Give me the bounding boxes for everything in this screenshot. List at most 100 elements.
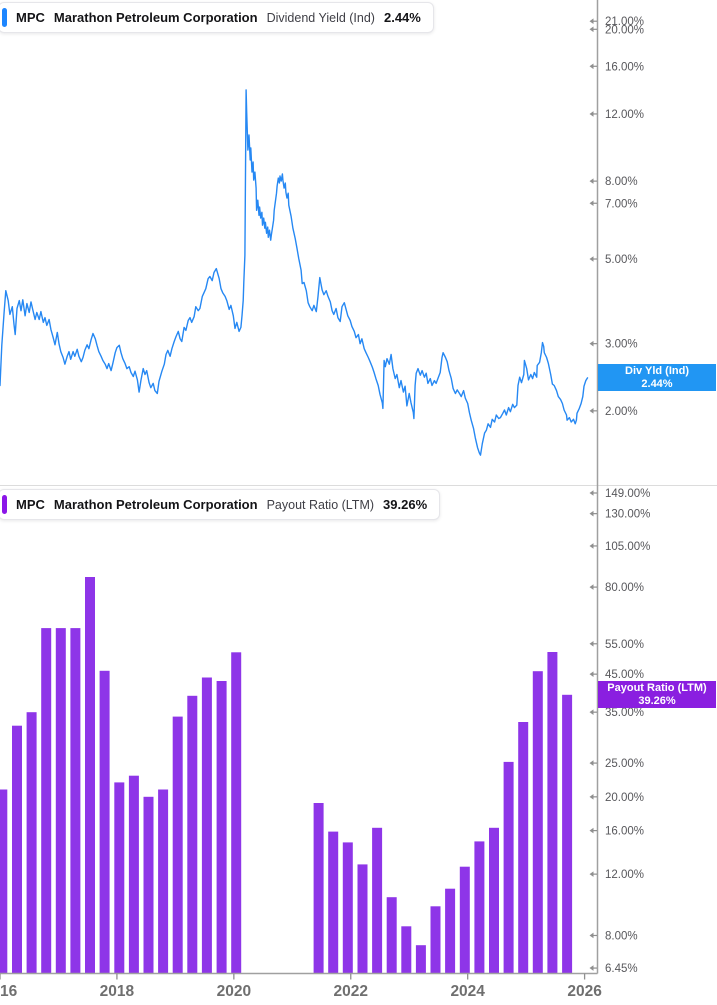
- payout-ratio-bar: [172, 716, 183, 974]
- payout-ratio-bar: [342, 842, 353, 974]
- y-axis-tick-arrow-icon: [589, 827, 594, 834]
- metric-name: Payout Ratio (LTM): [266, 497, 375, 512]
- payout-ratio-bar: [85, 577, 95, 974]
- y-axis-label: 21.00%: [605, 16, 644, 28]
- badge-label: Div Yld (Ind): [625, 365, 689, 378]
- y-axis-tick-arrow-icon: [589, 510, 594, 517]
- y-axis-tick-arrow-icon: [589, 200, 594, 207]
- y-axis-tick-arrow-icon: [589, 18, 594, 25]
- y-axis-label: 20.00%: [605, 24, 644, 36]
- payout-ratio-bar: [562, 694, 573, 974]
- y-axis-tick-arrow-icon: [589, 490, 594, 496]
- y-axis-tick-arrow-icon: [589, 584, 594, 590]
- payout-ratio-bar: [474, 841, 485, 974]
- series-color-bar-icon: [2, 8, 7, 27]
- series-color-bar-icon: [2, 495, 7, 514]
- bottom-chart-header[interactable]: MPC Marathon Petroleum Corporation Payou…: [0, 489, 441, 520]
- payout-ratio-bar: [201, 677, 212, 974]
- payout-ratio-bar: [187, 695, 198, 974]
- payout-ratio-bar: [518, 722, 529, 974]
- y-axis-label: 8.00%: [605, 930, 638, 942]
- y-axis-tick-arrow-icon: [589, 760, 594, 766]
- top-chart-header[interactable]: MPC Marathon Petroleum Corporation Divid…: [0, 2, 434, 33]
- y-axis-tick-arrow-icon: [589, 178, 594, 184]
- y-axis-tick-arrow-icon: [589, 671, 594, 677]
- y-axis-label: 2.00%: [605, 406, 638, 418]
- y-axis-label: 3.00%: [605, 339, 638, 351]
- y-axis-label: 8.00%: [605, 176, 638, 188]
- y-axis-label: 12.00%: [605, 869, 644, 881]
- y-axis-label: 16.00%: [605, 826, 644, 838]
- y-axis-label: 16.00%: [605, 61, 644, 73]
- payout-ratio-bar: [41, 628, 52, 974]
- y-axis-label: 25.00%: [605, 758, 644, 770]
- y-axis-tick-arrow-icon: [589, 794, 594, 800]
- y-axis-tick-arrow-icon: [589, 543, 594, 549]
- y-axis-tick-arrow-icon: [589, 111, 594, 117]
- x-axis-label: 2026: [567, 983, 602, 1000]
- y-axis-label: 105.00%: [605, 541, 650, 553]
- y-axis-tick-arrow-icon: [589, 63, 594, 70]
- payout-ratio-bar: [430, 906, 441, 974]
- div-yld-badge: Div Yld (Ind) 2.44%: [598, 364, 716, 392]
- payout-ratio-bar: [547, 652, 558, 974]
- metric-value: 39.26%: [383, 497, 428, 512]
- y-axis-tick-arrow-icon: [589, 408, 594, 414]
- y-axis-tick-arrow-icon: [589, 256, 594, 262]
- company-name: Marathon Petroleum Corporation: [53, 10, 258, 25]
- badge-label: Payout Ratio (LTM): [607, 682, 707, 695]
- y-axis-label: 12.00%: [605, 109, 644, 121]
- y-axis-tick-arrow-icon: [589, 965, 594, 971]
- x-axis-label: 2024: [450, 983, 485, 1000]
- payout-ratio-bar: [401, 926, 412, 974]
- payout-ratio-bar: [532, 671, 543, 974]
- y-axis-label: 7.00%: [605, 198, 638, 210]
- y-axis-tick-arrow-icon: [589, 340, 594, 347]
- payout-ratio-bar: [503, 761, 514, 974]
- company-name: Marathon Petroleum Corporation: [53, 497, 258, 512]
- y-axis-label: 6.45%: [605, 963, 638, 975]
- y-axis-label: 35.00%: [605, 707, 644, 719]
- payout-ratio-bar: [158, 789, 169, 974]
- payout-ratio-bar: [114, 782, 125, 974]
- y-axis-label: 130.00%: [605, 509, 650, 521]
- badge-value: 39.26%: [638, 695, 676, 708]
- x-axis-label: 2022: [334, 983, 368, 1000]
- payout-ratio-bar: [143, 796, 154, 974]
- y-axis-label: 45.00%: [605, 669, 644, 681]
- dividend-yield-line: [0, 89, 589, 456]
- payout-ratio-bar: [216, 681, 227, 974]
- ticker-symbol: MPC: [16, 10, 45, 25]
- y-axis-tick-arrow-icon: [589, 871, 594, 877]
- y-axis-tick-arrow-icon: [589, 709, 594, 715]
- payout-ratio-bar: [328, 831, 339, 974]
- payout-ratio-bar: [357, 864, 368, 974]
- payout-ratio-bar: [231, 652, 242, 974]
- payout-ratio-bar: [386, 897, 397, 974]
- x-axis-label: 2018: [100, 983, 135, 1000]
- payout-ratio-bar: [459, 866, 470, 974]
- metric-value: 2.44%: [383, 10, 421, 25]
- payout-ratio-badge: Payout Ratio (LTM) 39.26%: [598, 681, 716, 709]
- y-axis-tick-arrow-icon: [589, 26, 594, 33]
- y-axis-label: 149.00%: [605, 488, 650, 500]
- payout-ratio-bar: [99, 670, 110, 974]
- x-axis-label: 2020: [217, 983, 251, 1000]
- payout-ratio-bar: [445, 888, 456, 974]
- payout-ratio-bar: [415, 945, 426, 974]
- payout-ratio-bar: [372, 827, 383, 974]
- y-axis-tick-arrow-icon: [589, 640, 594, 647]
- payout-ratio-bar: [26, 712, 37, 974]
- metric-name: Dividend Yield (Ind): [266, 10, 375, 25]
- y-axis-label: 55.00%: [605, 639, 644, 651]
- y-axis-label: 20.00%: [605, 792, 644, 804]
- payout-ratio-bar: [12, 725, 22, 974]
- payout-ratio-bar: [0, 789, 8, 974]
- y-axis-label: 5.00%: [605, 254, 638, 266]
- payout-ratio-bar: [55, 628, 66, 974]
- y-axis-tick-arrow-icon: [589, 932, 594, 939]
- payout-ratio-bar: [128, 775, 139, 974]
- payout-ratio-bar: [313, 803, 324, 974]
